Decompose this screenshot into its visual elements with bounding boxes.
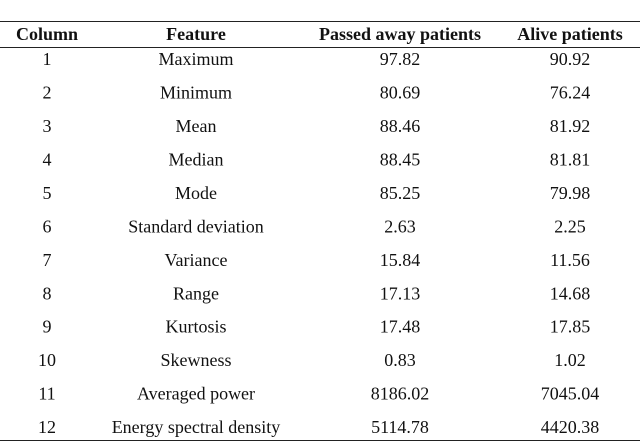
cell: 5114.78: [371, 417, 429, 437]
cell: Averaged power: [137, 384, 255, 404]
cell: 3: [43, 116, 52, 136]
cell: 6: [43, 216, 52, 236]
cell: 85.25: [380, 183, 421, 203]
cell: 4420.38: [541, 417, 600, 437]
cell: 88.45: [380, 149, 421, 169]
cell: 0.83: [384, 350, 416, 370]
cell: 4: [43, 149, 52, 169]
cell: 7: [43, 250, 52, 270]
cell: 1.02: [554, 350, 586, 370]
cell: 2.63: [384, 216, 416, 236]
cell: 90.92: [550, 49, 591, 69]
header-cell: Alive patients: [517, 24, 623, 44]
cell: 8186.02: [371, 384, 430, 404]
cell: Mean: [176, 116, 217, 136]
cell: 97.82: [380, 49, 421, 69]
cell: 17.85: [550, 317, 591, 337]
cell: 17.13: [380, 283, 421, 303]
cell: 9: [43, 317, 52, 337]
header-cell: Feature: [166, 24, 226, 44]
cell: 15.84: [380, 250, 421, 270]
cell: 88.46: [380, 116, 421, 136]
cell: Energy spectral density: [112, 417, 281, 437]
cell: Maximum: [159, 49, 234, 69]
cell: 80.69: [380, 83, 421, 103]
cell: 7045.04: [541, 384, 600, 404]
cell: Kurtosis: [165, 317, 226, 337]
cell: 2.25: [554, 216, 586, 236]
cell: Variance: [165, 250, 228, 270]
cell: 11: [38, 384, 55, 404]
cell: 17.48: [380, 317, 421, 337]
cell: 76.24: [550, 83, 591, 103]
cell: Median: [169, 149, 224, 169]
cell: Skewness: [161, 350, 232, 370]
cell: Minimum: [160, 83, 232, 103]
cell: 11.56: [550, 250, 590, 270]
cell: Mode: [175, 183, 217, 203]
cell: 12: [38, 417, 56, 437]
header-cell: Passed away patients: [319, 24, 481, 44]
cell: 1: [43, 49, 52, 69]
cell: Range: [173, 283, 219, 303]
cell: 79.98: [550, 183, 591, 203]
header-cell: Column: [16, 24, 78, 44]
cell: Standard deviation: [128, 216, 263, 236]
cell: 10: [38, 350, 56, 370]
cell: 81.92: [550, 116, 591, 136]
cell: 14.68: [550, 283, 591, 303]
cell: 2: [43, 83, 52, 103]
cell: 8: [43, 283, 52, 303]
cell: 5: [43, 183, 52, 203]
cell: 81.81: [550, 149, 591, 169]
